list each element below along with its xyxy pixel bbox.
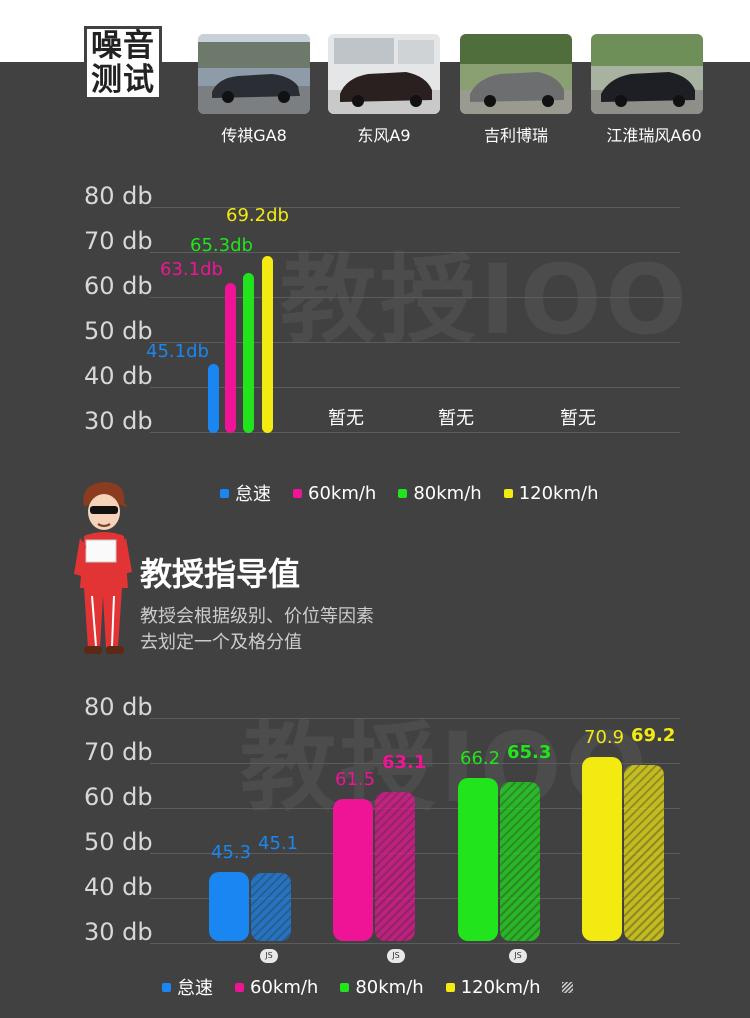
chart1-no-data-1: 暂无 xyxy=(438,408,474,429)
chart2-actual-bar-3 xyxy=(624,764,664,941)
chart2-guide-bar-3 xyxy=(582,756,622,941)
chart1-value-label-0: 45.1db xyxy=(146,341,209,362)
chart2-guide-bar-2 xyxy=(458,778,498,941)
chart2-actual-bar-1 xyxy=(375,792,415,941)
title-line-2: 测试 xyxy=(91,62,155,98)
car-name-3: 吉利博瑞 xyxy=(483,126,548,145)
chart1-value-label-3: 69.2db xyxy=(226,205,289,226)
chart2-actual-bar-0 xyxy=(251,873,291,941)
legend-chart-1: 怠速 60km/h 80km/h 120km/h xyxy=(220,480,620,506)
legend2-item-hatched xyxy=(562,981,574,993)
legend-item-120: 120km/h xyxy=(503,483,598,504)
professor-avatar xyxy=(70,478,136,662)
chart2-guide-bar-0 xyxy=(209,872,249,941)
chart2-actual-label-1: 63.1 xyxy=(382,752,427,774)
chart2-ytick: 60 db xyxy=(84,783,153,811)
chart2-guide-bar-1 xyxy=(333,799,373,941)
page-title: 噪音 测试 xyxy=(84,26,162,100)
chart1-bar-1 xyxy=(225,283,236,433)
chart2-gridline xyxy=(150,853,680,854)
chart1-value-label-2: 65.3db xyxy=(190,235,253,256)
legend-chart-2: 怠速 60km/h 80km/h 120km/h xyxy=(162,974,595,1000)
chart2-ytick: 40 db xyxy=(84,873,153,901)
chart1-bar-3 xyxy=(262,255,273,433)
js-tag-1: JS xyxy=(260,949,278,963)
chart2-ytick: 70 db xyxy=(84,738,153,766)
legend2-item-80: 80km/h xyxy=(340,977,424,998)
professor-title: 教授指导值 xyxy=(140,555,301,593)
js-tag-2: JS xyxy=(387,949,405,963)
car-photo-a60 xyxy=(591,34,703,114)
chart1-value-label-1: 63.1db xyxy=(160,259,223,280)
js-tag-3: JS xyxy=(509,949,527,963)
chart2-gridline xyxy=(150,808,680,809)
chart1-gridline xyxy=(150,432,680,433)
chart1-bar-0 xyxy=(208,364,219,433)
chart1-ytick: 60 db xyxy=(84,272,153,300)
chart1-gridline xyxy=(150,252,680,253)
chart2-ytick: 80 db xyxy=(84,693,153,721)
legend-item-80: 80km/h xyxy=(398,483,482,504)
chart2-ytick: 30 db xyxy=(84,918,153,946)
legend-item-idle: 怠速 xyxy=(220,480,271,506)
professor-desc-1: 教授会根据级别、价位等因素 xyxy=(140,606,374,627)
chart2-actual-label-2: 65.3 xyxy=(507,742,552,764)
car-photo-ga8 xyxy=(198,34,310,114)
chart1-ytick: 50 db xyxy=(84,317,153,345)
professor-desc-2: 去划定一个及格分值 xyxy=(140,632,302,653)
chart2-ytick: 50 db xyxy=(84,828,153,856)
chart2-gridline xyxy=(150,898,680,899)
legend2-item-idle: 怠速 xyxy=(162,974,213,1000)
chart2-actual-bar-2 xyxy=(500,782,540,941)
watermark-1: 教授IOO xyxy=(280,244,691,356)
chart1-ytick: 30 db xyxy=(84,407,153,435)
watermark-2: 教授IOO xyxy=(240,712,651,824)
car-photo-a9 xyxy=(328,34,440,114)
chart2-guide-label-3: 70.9 xyxy=(584,726,625,748)
title-line-1: 噪音 xyxy=(91,28,155,64)
chart2-guide-label-2: 66.2 xyxy=(460,748,501,770)
legend2-item-60: 60km/h xyxy=(235,977,318,998)
chart1-bar-2 xyxy=(243,273,254,433)
chart1-no-data-0: 暂无 xyxy=(328,408,364,429)
chart2-gridline xyxy=(150,943,680,944)
chart2-actual-label-3: 69.2 xyxy=(631,724,676,746)
car-name-2: 东风A9 xyxy=(357,126,411,145)
chart2-gridline xyxy=(150,763,680,764)
chart1-ytick: 70 db xyxy=(84,227,153,255)
legend-item-60: 60km/h xyxy=(293,483,376,504)
chart2-guide-label-0: 45.3 xyxy=(211,842,252,864)
chart1-gridline xyxy=(150,297,680,298)
car-name-1: 传祺GA8 xyxy=(221,126,287,145)
chart2-actual-label-0: 45.1 xyxy=(258,833,299,855)
chart1-gridline xyxy=(150,387,680,388)
car-photo-borui xyxy=(460,34,572,114)
chart1-no-data-2: 暂无 xyxy=(560,408,596,429)
chart1-ytick: 80 db xyxy=(84,182,153,210)
car-name-4: 江淮瑞风A60 xyxy=(606,126,702,145)
chart2-gridline xyxy=(150,718,680,719)
chart1-ytick: 40 db xyxy=(84,362,153,390)
chart1-gridline xyxy=(150,207,680,208)
chart1-gridline xyxy=(150,342,680,343)
chart2-guide-label-1: 61.5 xyxy=(335,769,376,791)
legend2-item-120: 120km/h xyxy=(445,977,540,998)
hatched-swatch-icon xyxy=(562,981,574,993)
